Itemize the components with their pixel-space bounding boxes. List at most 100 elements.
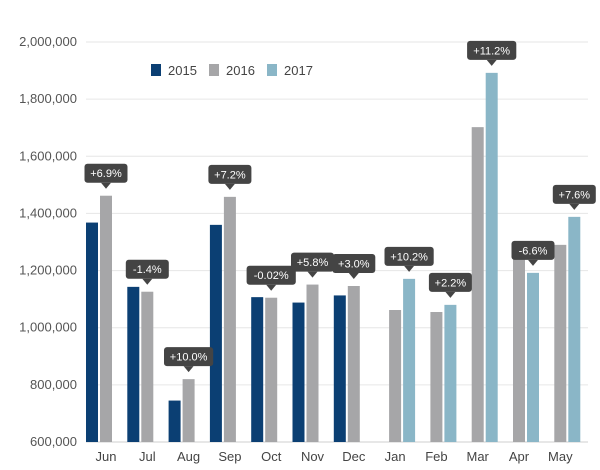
- x-tick-label: Jan: [385, 449, 406, 464]
- bar-2016-apr: [513, 248, 525, 442]
- annotation-pointer: [348, 273, 359, 279]
- x-tick-label: Dec: [342, 449, 366, 464]
- annotation-label: +10.2%: [390, 251, 428, 263]
- annotation-box: [467, 40, 517, 60]
- x-tick-label: May: [548, 449, 573, 464]
- y-tick-label: 1,000,000: [19, 320, 77, 335]
- annotation-jul: -1.4%: [125, 259, 169, 285]
- x-tick-label: Oct: [261, 449, 282, 464]
- annotation-box: [384, 246, 434, 266]
- bar-2016-mar: [471, 127, 484, 443]
- annotation-pointer: [569, 203, 580, 210]
- bar-2017-jan: [403, 278, 416, 442]
- annotation-box: [291, 252, 334, 272]
- bar-2017-apr: [527, 272, 539, 442]
- bar-2015-oct: [251, 297, 264, 442]
- annotation-may: +7.6%: [552, 184, 596, 210]
- bar-2015-jul: [127, 286, 140, 442]
- bar-2015-dec: [333, 295, 346, 442]
- annotation-label: +10.0%: [170, 352, 208, 364]
- legend-item-2015: 2015: [151, 63, 197, 78]
- bar-2016-nov: [306, 284, 319, 442]
- x-tick-label: Mar: [467, 449, 490, 464]
- annotation-feb: +2.2%: [428, 272, 472, 298]
- annotation-label: -6.6%: [519, 245, 548, 257]
- bar-2016-feb: [430, 312, 443, 442]
- legend-label: 2015: [168, 63, 197, 78]
- x-axis-labels: Jun Jul Aug Sep Oct Nov Dec Jan Feb Mar Apr May: [96, 449, 574, 464]
- annotation-pointer: [266, 284, 277, 291]
- x-tick-label: Aug: [177, 449, 200, 464]
- annotation-box: [125, 259, 169, 279]
- y-tick-label: 800,000: [30, 377, 77, 392]
- annotation-pointer: [101, 182, 111, 189]
- annotation-oct: -0.02%: [246, 265, 296, 291]
- legend-swatch: [151, 64, 161, 76]
- bar-2017-may: [568, 216, 581, 442]
- annotation-sep: +7.2%: [208, 164, 252, 190]
- annotation-apr: -6.6%: [511, 240, 555, 266]
- y-tick-label: 1,400,000: [19, 205, 77, 220]
- annotation-pointer: [486, 59, 497, 66]
- annotation-pointer: [404, 265, 415, 272]
- y-tick-label: 600,000: [30, 434, 77, 449]
- bar-2016-jul: [141, 291, 154, 442]
- x-tick-label: Apr: [509, 449, 530, 464]
- y-axis-ticks: 600,000 800,000 1,000,000 1,200,000 1,400,00…: [19, 34, 77, 449]
- bar-2016-may: [554, 244, 567, 442]
- annotation-label: +2.2%: [435, 277, 467, 289]
- bars: [86, 72, 581, 443]
- bar-2016-dec: [347, 286, 360, 442]
- annotation-pointer: [142, 278, 153, 285]
- annotation-label: +3.0%: [338, 259, 370, 271]
- bar-2015-aug: [168, 400, 181, 442]
- annotation-pointer: [224, 183, 235, 190]
- legend-swatch: [209, 64, 219, 76]
- annotations: +6.9% -1.4% +10.0% +7.2% -0.02% +5.8% +3.0% +10…: [84, 40, 596, 373]
- annotation-label: +5.8%: [297, 257, 329, 269]
- x-tick-label: Nov: [301, 449, 325, 464]
- bar-2015-sep: [209, 224, 222, 442]
- annotation-box: [428, 272, 472, 292]
- annotation-jun: +6.9%: [84, 163, 128, 189]
- bar-2017-mar: [485, 72, 498, 442]
- y-tick-label: 1,600,000: [19, 148, 77, 163]
- legend: 2015 2016 2017: [151, 63, 313, 78]
- annotation-mar: +11.2%: [467, 40, 517, 66]
- legend-swatch: [267, 64, 277, 76]
- bar-2016-aug: [182, 379, 195, 442]
- annotation-label: +11.2%: [473, 45, 510, 57]
- legend-label: 2016: [226, 63, 255, 78]
- y-tick-label: 1,200,000: [19, 263, 77, 278]
- annotation-box: [332, 254, 376, 273]
- annotation-dec: +3.0%: [332, 254, 376, 279]
- annotation-label: -1.4%: [133, 264, 162, 276]
- bar-2016-jun: [100, 195, 112, 442]
- annotation-box: [552, 184, 596, 204]
- annotation-label: +6.9%: [90, 168, 122, 180]
- annotation-box: [84, 163, 128, 183]
- x-tick-label: Jun: [96, 449, 117, 464]
- bar-2015-jun: [86, 222, 98, 442]
- annotation-pointer: [528, 259, 538, 266]
- annotation-box: [246, 265, 296, 285]
- bar-2016-jan: [389, 310, 402, 442]
- annotation-label: +7.6%: [559, 189, 591, 201]
- bar-2016-oct: [265, 297, 278, 442]
- annotation-nov: +5.8%: [291, 252, 334, 278]
- legend-label: 2017: [284, 63, 313, 78]
- x-tick-label: Feb: [425, 449, 447, 464]
- bar-2017-feb: [444, 304, 457, 442]
- annotation-box: [208, 164, 252, 184]
- annotation-pointer: [307, 271, 318, 278]
- legend-item-2016: 2016: [209, 63, 255, 78]
- annotation-pointer: [183, 366, 194, 373]
- y-tick-label: 1,800,000: [19, 91, 77, 106]
- annotation-pointer: [445, 291, 456, 298]
- annotation-box: [511, 240, 555, 260]
- annotation-label: +7.2%: [214, 169, 246, 181]
- legend-item-2017: 2017: [267, 63, 313, 78]
- bar-2016-sep: [223, 196, 236, 442]
- annotation-aug: +10.0%: [164, 347, 214, 373]
